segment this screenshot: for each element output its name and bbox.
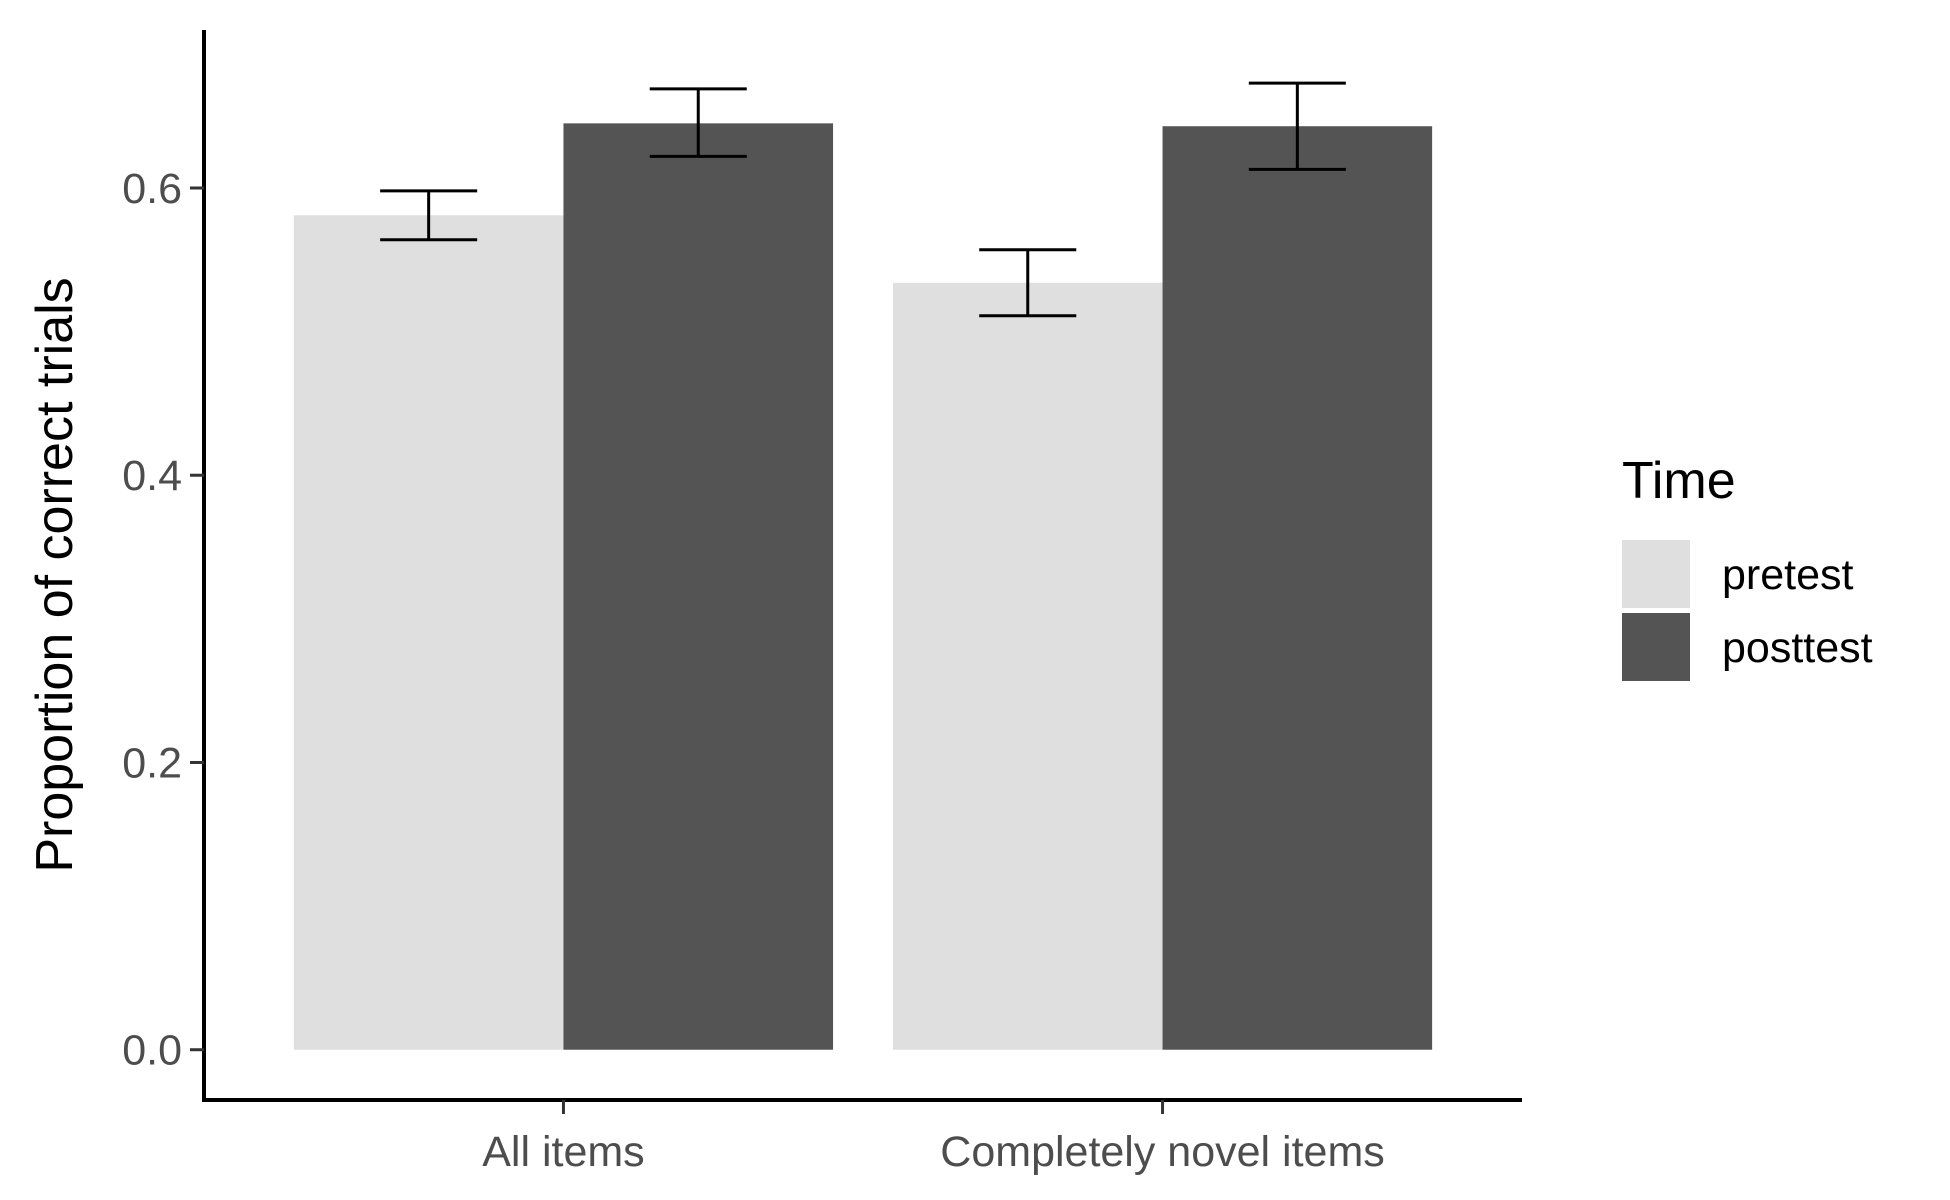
legend-title: Time [1622,452,1736,510]
y-tick-label: 0.0 [122,1027,182,1075]
y-axis-title: Proportion of correct trials [26,277,84,872]
error-bar-posttest-1 [1248,81,1346,171]
x-tick-label: All items [482,1128,644,1176]
bar-posttest-1 [1162,126,1433,1050]
legend-key-posttest [1622,613,1690,681]
error-bar-pretest-0 [380,189,478,242]
bars-layer [293,123,1433,1050]
y-tick-label: 0.2 [122,739,182,787]
axes [202,30,1522,1102]
y-ticks: 0.0 0.2 0.4 0.6 [122,165,204,1075]
error-bars-layer [380,81,1346,318]
x-ticks: All items Completely novel items [482,1100,1385,1176]
error-bar-posttest-0 [649,87,747,158]
y-tick-label: 0.4 [122,452,182,500]
error-bar-pretest-1 [979,248,1077,318]
x-tick-label: Completely novel items [940,1128,1385,1176]
legend-key-pretest [1622,540,1690,608]
bar-pretest-0 [293,215,564,1050]
legend: Time pretest posttest [1622,452,1873,681]
legend-label-posttest: posttest [1722,624,1873,672]
bar-posttest-0 [563,123,834,1050]
legend-label-pretest: pretest [1722,551,1854,599]
y-tick-label: 0.6 [122,165,182,213]
bar-pretest-1 [892,282,1163,1050]
